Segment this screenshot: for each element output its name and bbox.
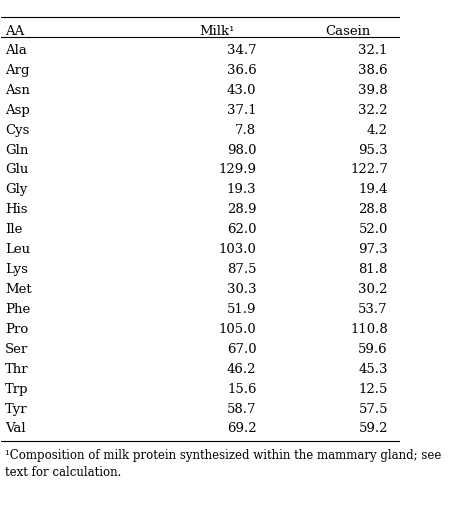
Text: Met: Met xyxy=(5,283,32,296)
Text: Leu: Leu xyxy=(5,243,30,256)
Text: 59.6: 59.6 xyxy=(358,343,388,356)
Text: Thr: Thr xyxy=(5,363,29,376)
Text: AA: AA xyxy=(5,25,25,38)
Text: 45.3: 45.3 xyxy=(358,363,388,376)
Text: 122.7: 122.7 xyxy=(350,163,388,177)
Text: 62.0: 62.0 xyxy=(227,223,256,236)
Text: 19.4: 19.4 xyxy=(358,183,388,197)
Text: 46.2: 46.2 xyxy=(227,363,256,376)
Text: Ser: Ser xyxy=(5,343,28,356)
Text: 97.3: 97.3 xyxy=(358,243,388,256)
Text: 28.8: 28.8 xyxy=(359,203,388,216)
Text: Lys: Lys xyxy=(5,263,28,276)
Text: Glu: Glu xyxy=(5,163,29,177)
Text: Phe: Phe xyxy=(5,303,31,316)
Text: Asn: Asn xyxy=(5,84,30,97)
Text: 34.7: 34.7 xyxy=(227,44,256,57)
Text: 69.2: 69.2 xyxy=(227,423,256,435)
Text: 87.5: 87.5 xyxy=(227,263,256,276)
Text: 67.0: 67.0 xyxy=(227,343,256,356)
Text: 38.6: 38.6 xyxy=(358,64,388,77)
Text: Ala: Ala xyxy=(5,44,27,57)
Text: Trp: Trp xyxy=(5,383,29,396)
Text: 12.5: 12.5 xyxy=(359,383,388,396)
Text: 7.8: 7.8 xyxy=(235,124,256,136)
Text: Val: Val xyxy=(5,423,26,435)
Text: 30.2: 30.2 xyxy=(358,283,388,296)
Text: 43.0: 43.0 xyxy=(227,84,256,97)
Text: Tyr: Tyr xyxy=(5,403,28,415)
Text: 81.8: 81.8 xyxy=(359,263,388,276)
Text: 37.1: 37.1 xyxy=(227,104,256,116)
Text: 32.1: 32.1 xyxy=(358,44,388,57)
Text: 19.3: 19.3 xyxy=(227,183,256,197)
Text: 30.3: 30.3 xyxy=(227,283,256,296)
Text: Casein: Casein xyxy=(326,25,371,38)
Text: 110.8: 110.8 xyxy=(350,323,388,336)
Text: 98.0: 98.0 xyxy=(227,143,256,157)
Text: His: His xyxy=(5,203,28,216)
Text: 15.6: 15.6 xyxy=(227,383,256,396)
Text: Cys: Cys xyxy=(5,124,30,136)
Text: 32.2: 32.2 xyxy=(358,104,388,116)
Text: 58.7: 58.7 xyxy=(227,403,256,415)
Text: 103.0: 103.0 xyxy=(219,243,256,256)
Text: 57.5: 57.5 xyxy=(358,403,388,415)
Text: 52.0: 52.0 xyxy=(359,223,388,236)
Text: 59.2: 59.2 xyxy=(358,423,388,435)
Text: 95.3: 95.3 xyxy=(358,143,388,157)
Text: 4.2: 4.2 xyxy=(367,124,388,136)
Text: Arg: Arg xyxy=(5,64,30,77)
Text: 129.9: 129.9 xyxy=(219,163,256,177)
Text: Milk¹: Milk¹ xyxy=(199,25,234,38)
Text: 51.9: 51.9 xyxy=(227,303,256,316)
Text: 36.6: 36.6 xyxy=(227,64,256,77)
Text: Ile: Ile xyxy=(5,223,23,236)
Text: 39.8: 39.8 xyxy=(358,84,388,97)
Text: 28.9: 28.9 xyxy=(227,203,256,216)
Text: Gln: Gln xyxy=(5,143,29,157)
Text: 53.7: 53.7 xyxy=(358,303,388,316)
Text: Asp: Asp xyxy=(5,104,30,116)
Text: Pro: Pro xyxy=(5,323,28,336)
Text: ¹Composition of milk protein synthesized within the mammary gland; see
text for : ¹Composition of milk protein synthesized… xyxy=(5,449,442,479)
Text: Gly: Gly xyxy=(5,183,28,197)
Text: 105.0: 105.0 xyxy=(219,323,256,336)
